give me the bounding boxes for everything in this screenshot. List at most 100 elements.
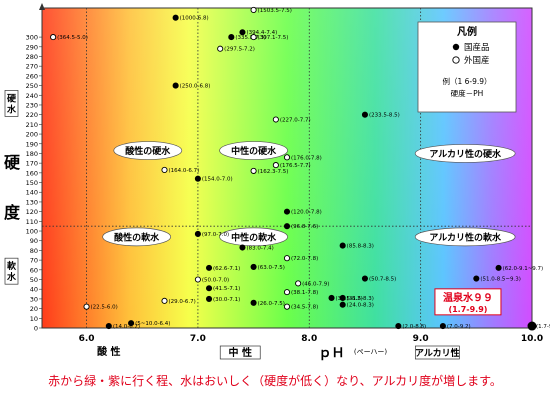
x-tick-label: 7.0 — [190, 334, 206, 344]
region-label-neutral: 中 性 — [228, 346, 251, 359]
y-tick-label: 140 — [26, 189, 38, 197]
legend-foreign-label: 外国産 — [464, 55, 490, 66]
point-domestic — [395, 323, 402, 330]
y-tick-label: 240 — [26, 92, 38, 100]
point-label: (14.0-6.2) — [113, 324, 140, 330]
y-tick-label: 160 — [26, 169, 38, 177]
y-tick-label: 150 — [26, 179, 38, 187]
point-domestic — [495, 264, 502, 271]
ylabel-hard-char: 硬 — [7, 93, 17, 104]
y-tick-label: 10 — [30, 315, 38, 323]
y-tick-label: 0 — [34, 325, 38, 333]
point-domestic — [339, 242, 346, 249]
y-tick-label: 180 — [26, 150, 38, 158]
y-tick-label: 100 — [26, 228, 38, 236]
point-label: (72.0-7.8) — [291, 256, 318, 262]
ylabel-soft-box — [4, 257, 19, 285]
y-tick-label: 290 — [26, 43, 38, 51]
y-tick-label: 120 — [26, 208, 38, 216]
y-tick-label: 170 — [26, 160, 38, 168]
ylabel-char: 度 — [4, 203, 21, 222]
y-tick-label: 40 — [30, 286, 38, 294]
y-tick-label: 20 — [30, 305, 38, 313]
point-label: (63.0-7.5) — [258, 265, 285, 271]
point-foreign — [194, 276, 201, 283]
point-label: (5~10.0-6.4) — [135, 321, 170, 327]
point-domestic — [205, 285, 213, 292]
ylabel-char: 硬 — [4, 153, 21, 172]
point-label: (1000-6.8) — [180, 16, 209, 22]
y-axis-arrow — [39, 3, 45, 10]
point-foreign — [283, 303, 291, 310]
point-domestic — [250, 263, 257, 270]
highlight-name: 温泉水９９ — [443, 291, 493, 304]
legend-example-note: 硬度－PH — [451, 88, 484, 98]
point-label: (162.3-7.5) — [258, 169, 289, 175]
point-label: (1503.5-7.5) — [258, 8, 292, 14]
zone-ellipse — [219, 141, 288, 160]
highlight-box — [434, 288, 502, 316]
point-foreign — [217, 45, 224, 52]
y-tick-label: 130 — [26, 198, 38, 206]
legend-domestic-label: 国産品 — [464, 42, 490, 53]
y-tick-label: 270 — [26, 63, 38, 71]
zone-ellipse — [102, 227, 172, 247]
point-label: (2.0-8.8) — [402, 324, 426, 330]
ylabel-hard-char: 水 — [7, 103, 17, 115]
point-label: (176.0-7.8) — [291, 155, 322, 161]
zone-label: 酸性の硬水 — [125, 145, 171, 157]
region-box-alkaline — [414, 345, 460, 360]
point-foreign — [161, 166, 168, 173]
point-label: (7.0-9.2) — [447, 324, 471, 330]
y-tick-label: 80 — [30, 247, 38, 255]
x-tick-label: 6.0 — [79, 334, 95, 344]
legend-domestic-marker — [452, 43, 460, 51]
legend-example: 例（1 6-9.9） — [442, 76, 491, 86]
point-label: (154.0-7.0) — [202, 177, 233, 183]
point-label: (50.7-8.5) — [369, 277, 396, 283]
point-foreign — [161, 297, 168, 304]
point-domestic — [194, 230, 201, 237]
point-domestic — [194, 175, 201, 182]
zone-label: 中性の軟水 — [231, 231, 277, 243]
point-label: (51.0-8.5~9.3) — [480, 277, 521, 283]
point-foreign — [83, 303, 90, 310]
data-points: (1000-6.8) (394.4-7.4)(335.8-7.3) (250.0-6… — [50, 6, 550, 331]
point-domestic — [473, 275, 480, 282]
point-domestic — [283, 223, 291, 230]
y-tick-label: 50 — [30, 276, 38, 284]
point-domestic — [328, 294, 335, 301]
highlight-value: (1.7-9.9) — [448, 305, 487, 314]
point-foreign — [250, 167, 257, 174]
point-foreign — [283, 289, 291, 296]
zone-label: アルカリ性の軟水 — [429, 231, 502, 243]
point-domestic — [128, 320, 135, 327]
point-label: (22.5-6.0) — [91, 305, 118, 311]
x-tick-label: 10.0 — [521, 334, 543, 344]
point-domestic — [439, 323, 446, 330]
point-label: (34.5-7.8) — [291, 305, 318, 311]
y-tick-label: 60 — [30, 266, 38, 274]
highlight-point — [527, 321, 537, 331]
point-label: (227.0-7.7) — [280, 118, 311, 124]
y-tick-label: 220 — [26, 111, 38, 119]
y-tick-label: 30 — [30, 295, 38, 303]
point-domestic — [205, 295, 213, 302]
point-domestic — [250, 299, 257, 306]
point-foreign — [250, 34, 257, 41]
point-domestic — [172, 14, 179, 21]
region-box-neutral — [219, 345, 261, 360]
y-tick-label: 260 — [26, 72, 38, 80]
point-domestic — [105, 323, 112, 330]
point-label: (1.7-9.9) — [536, 324, 550, 330]
point-label: (250.0-6.8) — [180, 84, 211, 90]
point-foreign — [295, 280, 302, 287]
x-axis-label-note: (ペーハー) — [354, 348, 388, 356]
zone-label: 酸性の軟水 — [114, 231, 160, 243]
axes: 0102030405060708090100110120130140150160… — [4, 3, 543, 361]
point-label: (335.8-7.3) — [235, 35, 266, 41]
point-label: (38.1-7.8) — [291, 290, 318, 296]
point-label: (62.0-9.1~9.7) — [503, 266, 544, 272]
point-domestic — [205, 264, 213, 271]
